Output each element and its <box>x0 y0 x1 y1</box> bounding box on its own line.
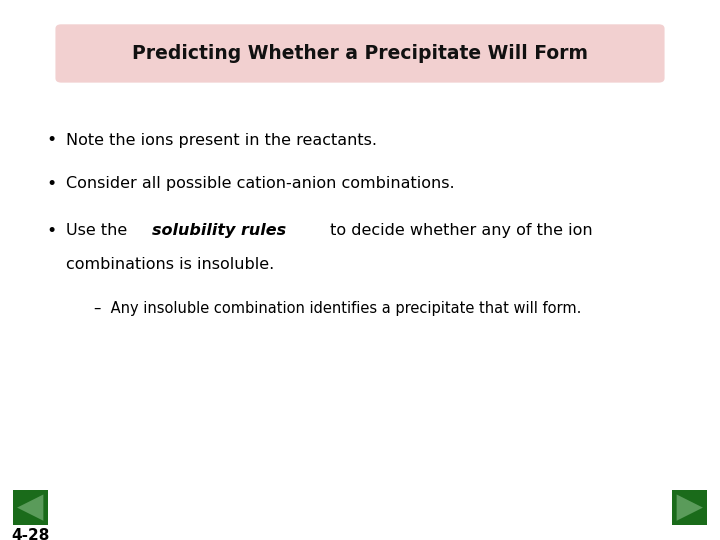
Polygon shape <box>677 495 703 521</box>
Text: 4-28: 4-28 <box>11 528 50 540</box>
Text: Use the: Use the <box>66 223 132 238</box>
Text: –  Any insoluble combination identifies a precipitate that will form.: – Any insoluble combination identifies a… <box>94 301 581 316</box>
Text: solubility rules: solubility rules <box>152 223 286 238</box>
FancyBboxPatch shape <box>55 24 665 83</box>
Text: •: • <box>47 174 57 193</box>
Text: Predicting Whether a Precipitate Will Form: Predicting Whether a Precipitate Will Fo… <box>132 44 588 63</box>
Text: to decide whether any of the ion: to decide whether any of the ion <box>325 223 593 238</box>
FancyBboxPatch shape <box>13 490 48 525</box>
Text: Consider all possible cation-anion combinations.: Consider all possible cation-anion combi… <box>66 176 455 191</box>
FancyBboxPatch shape <box>672 490 707 525</box>
Polygon shape <box>17 495 43 521</box>
Text: •: • <box>47 131 57 150</box>
Text: Note the ions present in the reactants.: Note the ions present in the reactants. <box>66 133 377 148</box>
Text: combinations is insoluble.: combinations is insoluble. <box>66 257 274 272</box>
Text: •: • <box>47 221 57 240</box>
